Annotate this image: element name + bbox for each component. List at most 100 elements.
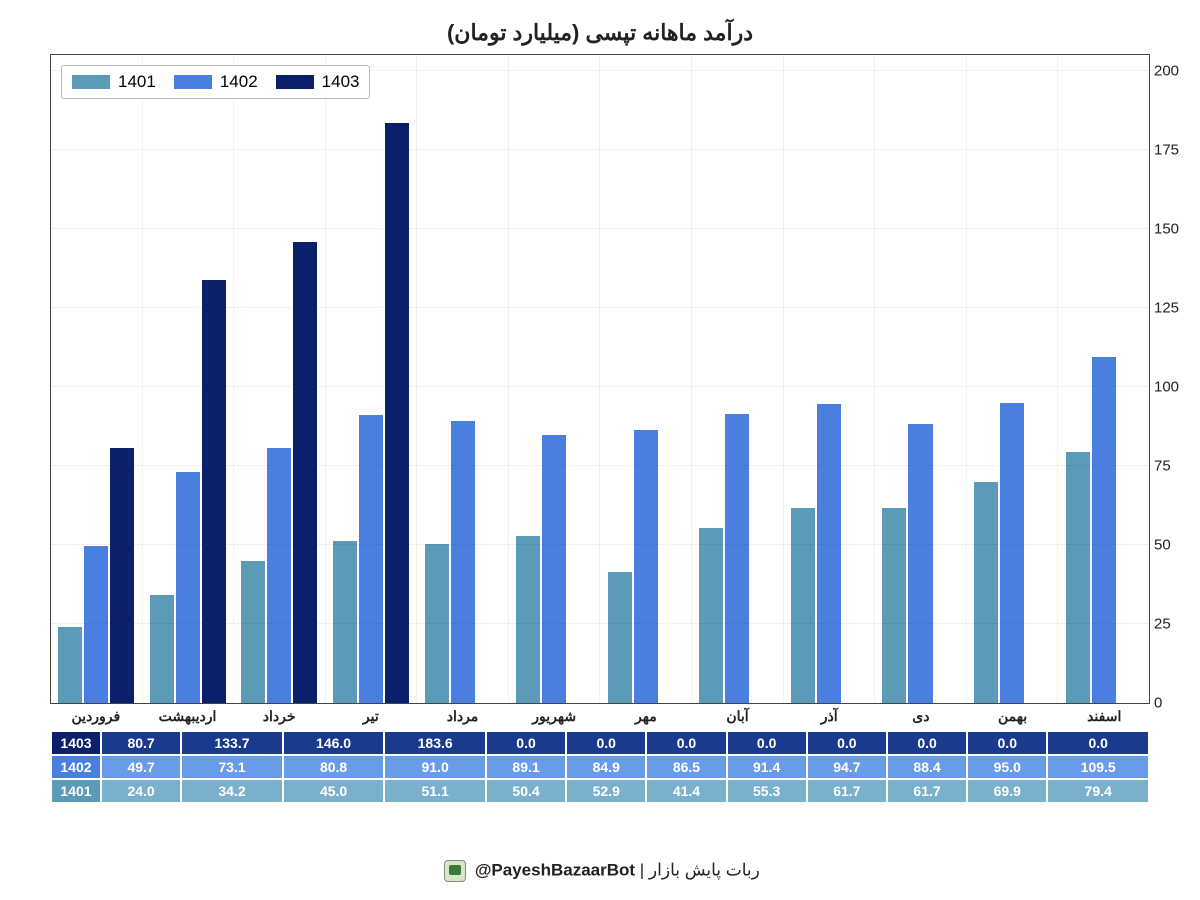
table-cell: 24.0 bbox=[101, 779, 181, 803]
table-cell: 109.5 bbox=[1047, 755, 1149, 779]
table-cell: 69.9 bbox=[967, 779, 1047, 803]
x-label: فروردین bbox=[50, 704, 142, 730]
table-cell: 52.9 bbox=[566, 779, 646, 803]
table-row: 140249.773.180.891.089.184.986.591.494.7… bbox=[51, 755, 1149, 779]
y-tick: 50 bbox=[1154, 536, 1200, 553]
table-cell: 183.6 bbox=[384, 731, 486, 755]
table-cell: 34.2 bbox=[181, 779, 283, 803]
table-cell: 0.0 bbox=[967, 731, 1047, 755]
row-header: 1403 bbox=[51, 731, 101, 755]
bar-1401 bbox=[1066, 452, 1090, 703]
legend-item-1401: 1401 bbox=[72, 72, 156, 92]
y-tick: 0 bbox=[1154, 695, 1200, 712]
table-cell: 84.9 bbox=[566, 755, 646, 779]
bar-1402 bbox=[542, 435, 566, 703]
footer-handle: @PayeshBazaarBot bbox=[475, 860, 635, 879]
month-group bbox=[51, 55, 143, 703]
bar-1401 bbox=[699, 528, 723, 703]
table-cell: 41.4 bbox=[646, 779, 726, 803]
bar-1403 bbox=[110, 448, 134, 703]
x-label: بهمن bbox=[967, 704, 1059, 730]
bar-1401 bbox=[58, 627, 82, 703]
x-label: دی bbox=[875, 704, 967, 730]
month-group bbox=[692, 55, 784, 703]
y-tick: 75 bbox=[1154, 457, 1200, 474]
month-group bbox=[600, 55, 692, 703]
footer-separator: | bbox=[635, 860, 644, 879]
table-cell: 73.1 bbox=[181, 755, 283, 779]
table-cell: 89.1 bbox=[486, 755, 566, 779]
table-cell: 94.7 bbox=[807, 755, 887, 779]
table-cell: 91.0 bbox=[384, 755, 486, 779]
legend-swatch bbox=[174, 75, 212, 89]
bar-1402 bbox=[176, 472, 200, 703]
x-label: مرداد bbox=[417, 704, 509, 730]
bar-1402 bbox=[1000, 403, 1024, 703]
y-tick: 125 bbox=[1154, 299, 1200, 316]
table-cell: 0.0 bbox=[646, 731, 726, 755]
x-axis-labels: فروردیناردیبهشتخردادتیرمردادشهریورمهرآبا… bbox=[50, 704, 1150, 730]
x-label: اردیبهشت bbox=[142, 704, 234, 730]
bar-1402 bbox=[1092, 357, 1116, 703]
legend-item-1402: 1402 bbox=[174, 72, 258, 92]
table-row: 140124.034.245.051.150.452.941.455.361.7… bbox=[51, 779, 1149, 803]
bar-1401 bbox=[791, 508, 815, 703]
table-cell: 55.3 bbox=[727, 779, 807, 803]
legend: 1401 1402 1403 bbox=[61, 65, 370, 99]
chart-container: درآمد ماهانه تپسی (میلیارد تومان) 140114… bbox=[50, 20, 1150, 820]
bar-1402 bbox=[84, 546, 108, 703]
legend-swatch bbox=[276, 75, 314, 89]
legend-swatch bbox=[72, 75, 110, 89]
x-label: شهریور bbox=[508, 704, 600, 730]
data-table: 140380.7133.7146.0183.60.00.00.00.00.00.… bbox=[50, 730, 1150, 804]
table-cell: 146.0 bbox=[283, 731, 385, 755]
table-cell: 91.4 bbox=[727, 755, 807, 779]
table-row: 140380.7133.7146.0183.60.00.00.00.00.00.… bbox=[51, 731, 1149, 755]
bar-1401 bbox=[241, 561, 265, 703]
table-cell: 0.0 bbox=[887, 731, 967, 755]
table-cell: 80.7 bbox=[101, 731, 181, 755]
month-group bbox=[326, 55, 418, 703]
month-group bbox=[875, 55, 967, 703]
bar-1402 bbox=[634, 430, 658, 703]
legend-label: 1402 bbox=[220, 72, 258, 92]
y-tick: 150 bbox=[1154, 220, 1200, 237]
bar-1403 bbox=[293, 242, 317, 704]
month-group bbox=[417, 55, 509, 703]
footer: ربات پایش بازار | @PayeshBazaarBot bbox=[0, 860, 1200, 882]
table-cell: 50.4 bbox=[486, 779, 566, 803]
footer-source: ربات پایش بازار bbox=[649, 860, 760, 879]
month-group bbox=[1058, 55, 1149, 703]
y-axis: 0255075100125150175200 bbox=[1154, 55, 1200, 703]
bar-1402 bbox=[359, 415, 383, 703]
table-cell: 80.8 bbox=[283, 755, 385, 779]
row-header: 1402 bbox=[51, 755, 101, 779]
bars-layer bbox=[51, 55, 1149, 703]
table-cell: 0.0 bbox=[807, 731, 887, 755]
table-cell: 0.0 bbox=[1047, 731, 1149, 755]
month-group bbox=[967, 55, 1059, 703]
bar-1402 bbox=[817, 404, 841, 703]
table-cell: 49.7 bbox=[101, 755, 181, 779]
plot-area: 140114021403 0255075100125150175200 bbox=[50, 54, 1150, 704]
bar-1402 bbox=[267, 448, 291, 703]
x-label: مهر bbox=[600, 704, 692, 730]
table-cell: 0.0 bbox=[566, 731, 646, 755]
month-group bbox=[143, 55, 235, 703]
table-cell: 86.5 bbox=[646, 755, 726, 779]
y-tick: 175 bbox=[1154, 141, 1200, 158]
legend-label: 1403 bbox=[322, 72, 360, 92]
x-label: خرداد bbox=[233, 704, 325, 730]
legend-item-1403: 1403 bbox=[276, 72, 360, 92]
table-cell: 95.0 bbox=[967, 755, 1047, 779]
bot-icon bbox=[444, 860, 466, 882]
x-label: آذر bbox=[783, 704, 875, 730]
table-cell: 79.4 bbox=[1047, 779, 1149, 803]
y-tick: 200 bbox=[1154, 62, 1200, 79]
row-header: 1401 bbox=[51, 779, 101, 803]
x-label: اسفند bbox=[1058, 704, 1150, 730]
month-group bbox=[234, 55, 326, 703]
table-cell: 61.7 bbox=[887, 779, 967, 803]
bar-1403 bbox=[385, 123, 409, 703]
bar-1403 bbox=[202, 280, 226, 703]
